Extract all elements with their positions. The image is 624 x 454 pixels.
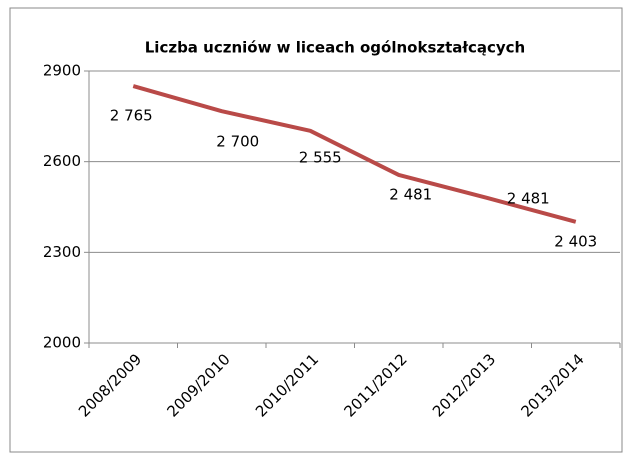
annotation: 2 481 (389, 185, 432, 203)
chart-title: Liczba uczniów w liceach ogólnokształcąc… (145, 39, 525, 57)
y-tick-label: 2000 (43, 334, 81, 352)
annotation: 2 700 (216, 133, 259, 151)
y-tick-label: 2300 (43, 243, 81, 261)
annotation: 2 555 (299, 148, 342, 166)
y-tick-label: 2600 (43, 152, 81, 170)
annotation: 2 765 (110, 107, 153, 125)
chart-border (9, 7, 623, 453)
annotation: 2 481 (507, 189, 550, 207)
y-tick-label: 2900 (43, 62, 81, 80)
series-line (132, 84, 577, 224)
annotation: 2 403 (554, 232, 597, 250)
